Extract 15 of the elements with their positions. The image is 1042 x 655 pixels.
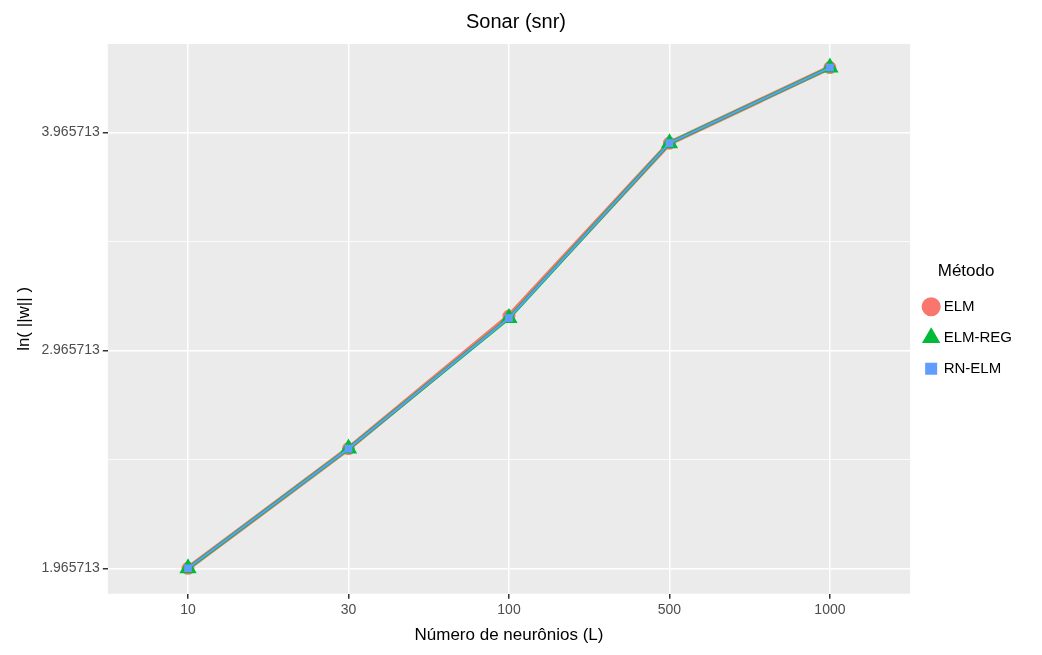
x-tick-label: 10 (180, 601, 197, 618)
x-tick-label: 100 (497, 601, 521, 618)
legend-title: Método (937, 260, 995, 280)
x-tick-label: 1000 (814, 601, 846, 618)
x-tick-label: 30 (340, 601, 357, 618)
y-tick-label: 1.965713 (41, 559, 100, 576)
y-axis-title: ln( ||w|| ) (13, 286, 33, 351)
x-tick-label: 500 (657, 601, 682, 618)
legend-label: RN-ELM (943, 358, 1002, 376)
chart-title: Sonar (snr) (465, 9, 567, 32)
legend-label: ELM (943, 296, 975, 314)
x-axis-title: Número de neurônios (L) (414, 625, 604, 645)
y-tick-label: 3.965713 (41, 123, 100, 140)
legend-label: ELM-REG (943, 327, 1012, 345)
y-tick-label: 2.965713 (41, 341, 100, 358)
